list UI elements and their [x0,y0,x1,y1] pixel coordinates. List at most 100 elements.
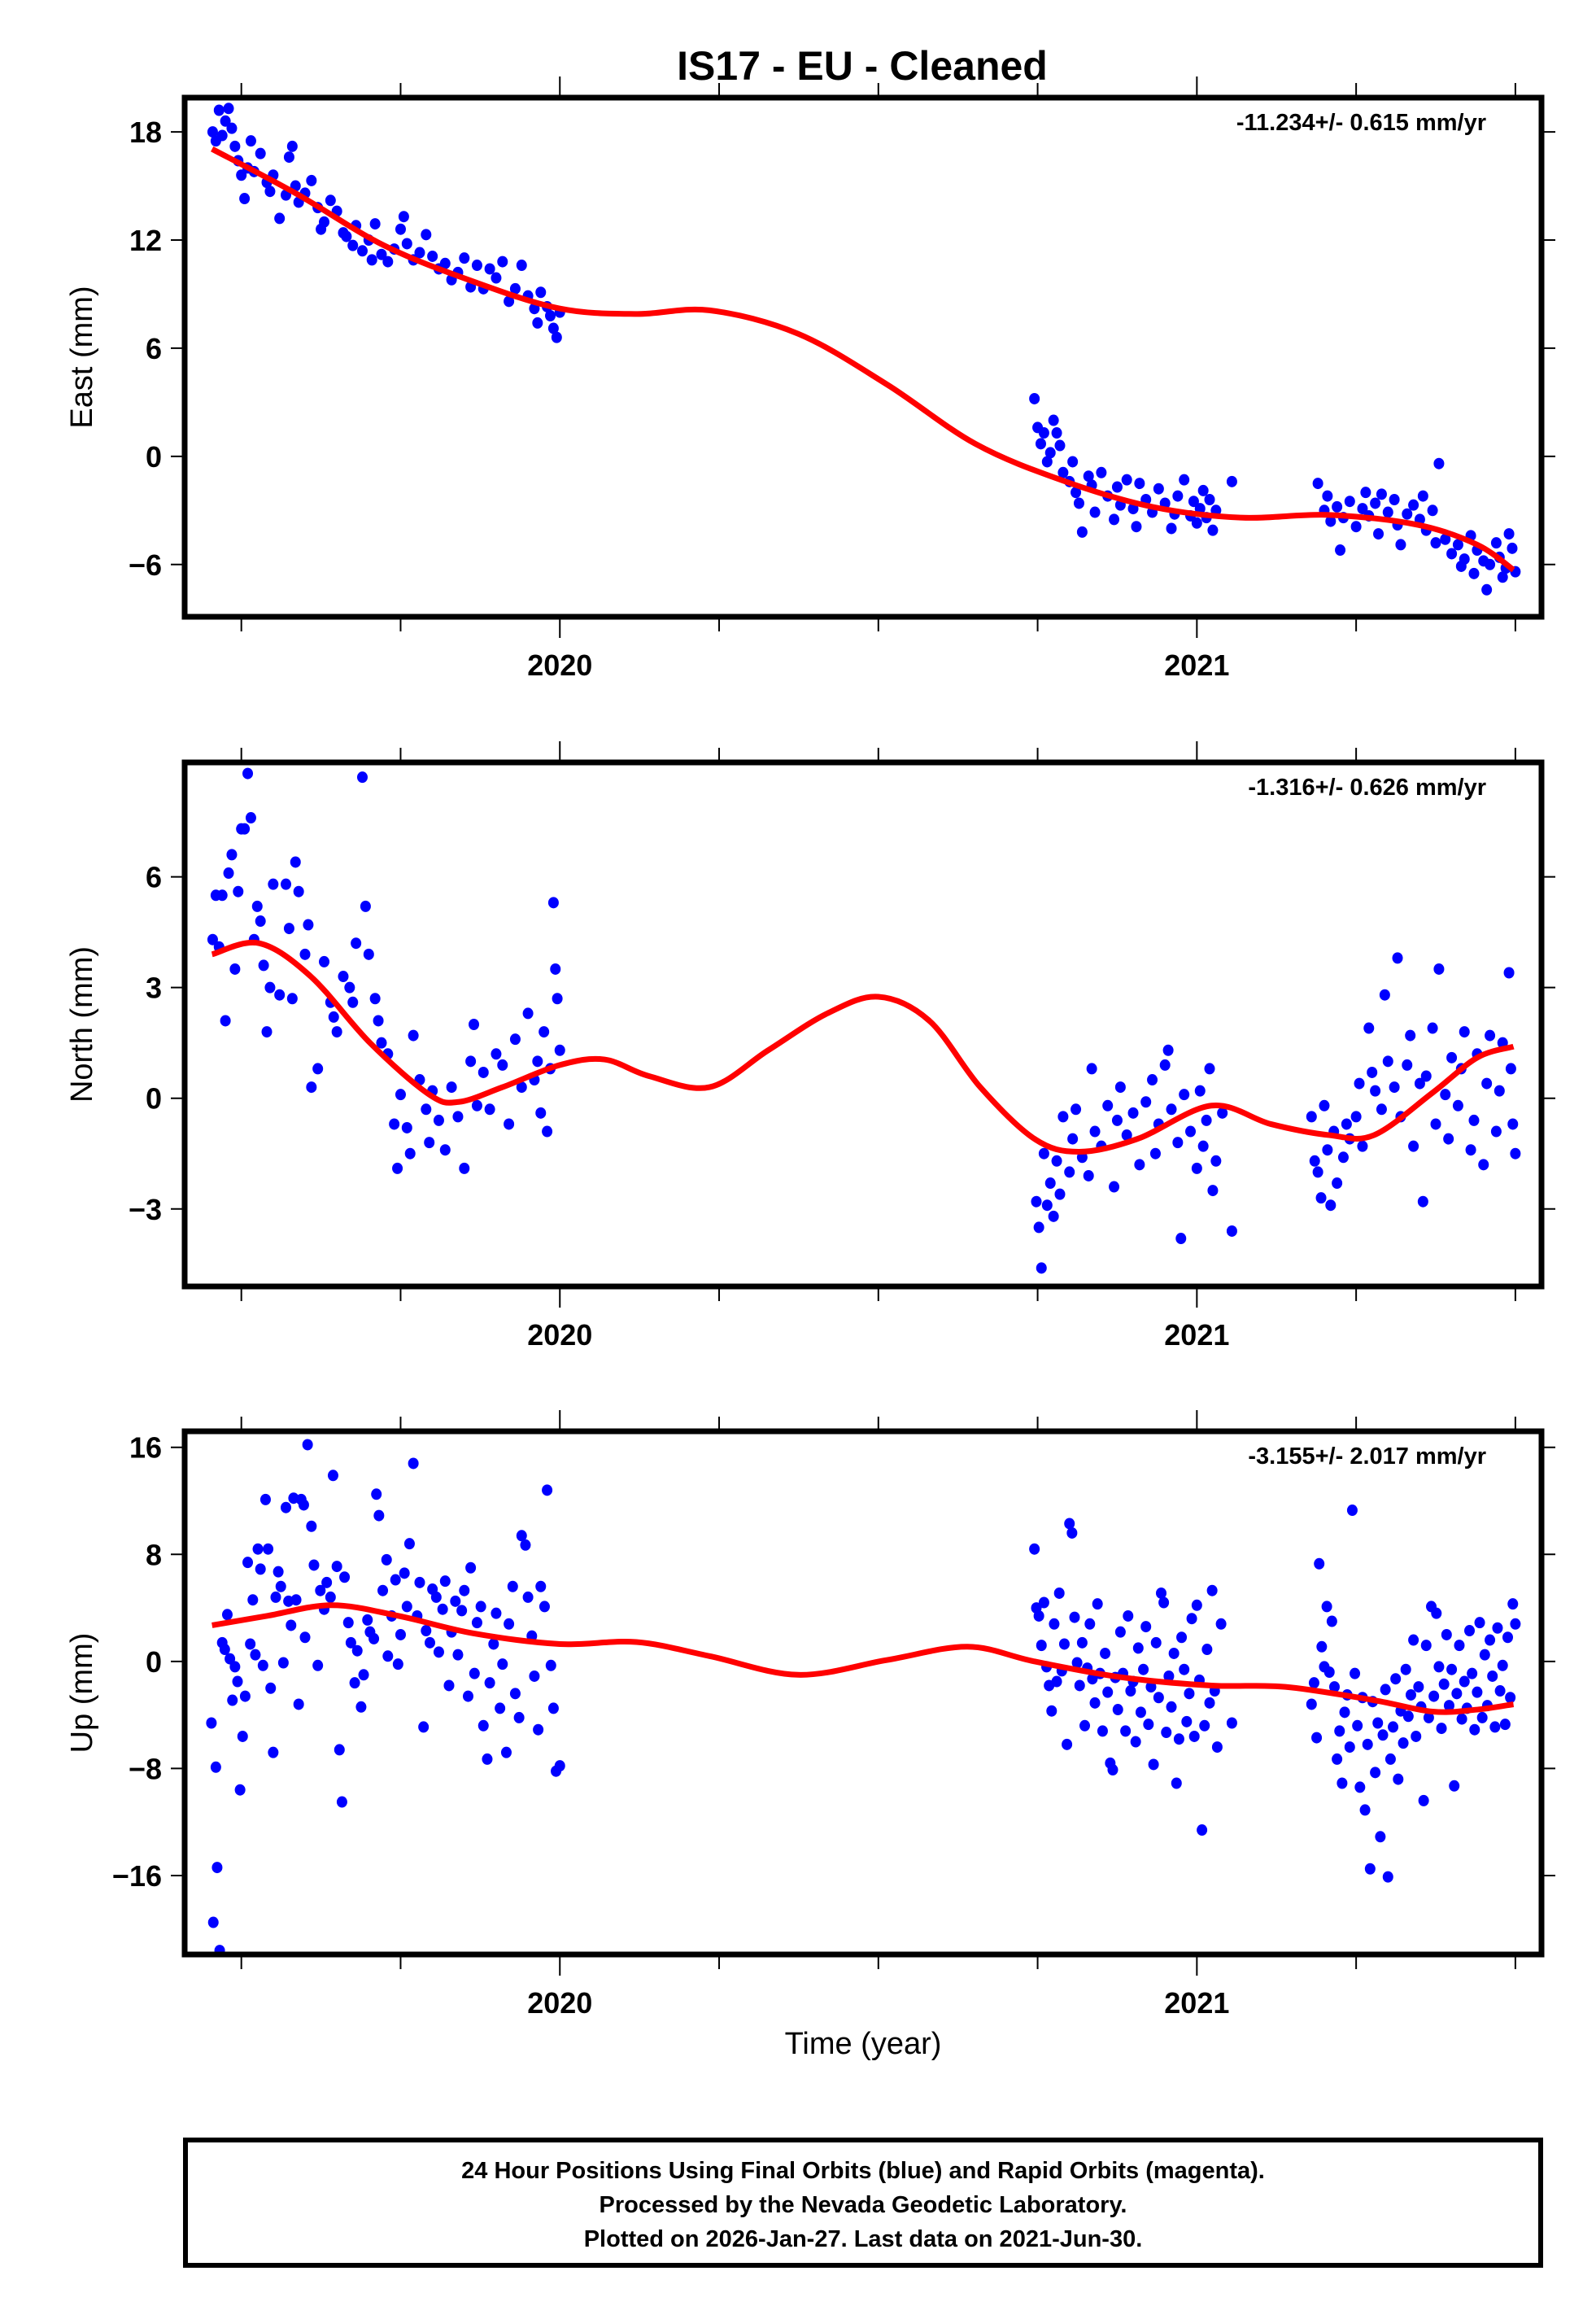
data-point [1363,1022,1375,1034]
data-point [1112,1704,1123,1716]
data-point [1332,1177,1343,1190]
data-point [1449,1780,1460,1792]
footer-frame [183,2138,1543,2268]
data-point [221,1609,233,1621]
data-point [1408,499,1419,511]
data-point [1417,1195,1428,1208]
data-point [398,211,409,223]
y-tick-label: 18 [129,116,162,149]
data-point [452,1111,464,1123]
data-point [1452,539,1463,551]
data-point [1102,1099,1114,1112]
data-point [1083,470,1094,483]
data-point [239,823,251,835]
data-point [1438,1678,1450,1690]
data-point [1377,1729,1389,1741]
data-point [1485,1029,1496,1042]
data-point [369,218,381,230]
x-tick-label: 2020 [527,1318,592,1352]
data-point [1393,1773,1404,1785]
data-point [1402,1710,1414,1723]
data-point [1436,1723,1447,1735]
data-point [477,1066,489,1078]
data-point [321,1576,333,1588]
data-point [1166,1103,1177,1116]
data-point [1071,1657,1083,1669]
data-point [1354,1077,1365,1090]
data-point [545,1659,556,1671]
data-point [1376,488,1387,500]
data-point [1204,494,1215,506]
data-point [1323,1666,1335,1679]
data-point [325,194,336,207]
data-point [371,1488,382,1500]
footer-box: 24 Hour Positions Using Final Orbits (bl… [183,2138,1543,2268]
data-point [471,1617,482,1629]
y-tick-label: 8 [146,1538,162,1571]
data-point [1451,1688,1463,1700]
y-tick-label: 16 [129,1431,162,1465]
data-point [421,1103,432,1116]
data-point [245,812,256,824]
data-point [1197,1140,1209,1152]
east-model-line [211,146,1515,573]
data-point [1089,1125,1101,1138]
data-point [1505,1063,1516,1075]
data-point [259,1493,271,1505]
footer-line-2: Processed by the Nevada Geodetic Laborat… [600,2192,1127,2218]
data-point [522,1591,534,1603]
data-point [404,1147,416,1160]
data-point [1102,1686,1114,1698]
data-point [1207,1185,1219,1197]
data-point [1325,1199,1337,1212]
data-point [318,216,329,228]
data-point [327,1470,338,1482]
data-point [1150,1636,1162,1649]
data-point [1207,524,1219,536]
data-point [1468,567,1480,579]
data-point [315,1584,326,1596]
data-point [265,1682,277,1694]
data-point [1201,1114,1212,1126]
data-point [554,1044,565,1056]
data-point [421,229,432,241]
north-frame [181,759,1545,1290]
data-point [1441,1628,1452,1640]
data-point [1184,1688,1195,1700]
data-point [264,981,276,994]
data-point [302,1439,313,1451]
data-point [1109,513,1120,526]
data-point [1443,1700,1454,1712]
data-point [1051,427,1062,439]
data-point [504,295,515,308]
data-point [1046,1705,1057,1717]
data-point [210,1761,221,1773]
data-point [1029,1543,1040,1555]
data-point [1048,1210,1059,1222]
data-point [347,996,359,1008]
data-point [1036,1640,1047,1652]
data-point [1162,1044,1174,1056]
data-point [1057,466,1069,478]
data-point [1171,1777,1182,1789]
data-point [522,1007,534,1020]
data-point [1352,1719,1363,1732]
data-point [439,257,451,269]
data-point [1379,989,1390,1001]
y-tick-label: 3 [146,972,162,1005]
data-point [207,126,218,138]
data-point [1185,1125,1197,1138]
data-point [532,1055,543,1068]
data-point [219,1644,230,1656]
data-point [263,1543,274,1555]
data-point [424,1636,435,1649]
data-point [331,1026,342,1038]
data-point [1485,1634,1496,1646]
data-point [225,1653,236,1665]
data-point [376,1037,387,1049]
data-point [274,212,286,225]
data-point [341,230,352,242]
data-point [1337,1777,1348,1789]
data-point [1204,1697,1215,1709]
data-point [325,1591,336,1603]
